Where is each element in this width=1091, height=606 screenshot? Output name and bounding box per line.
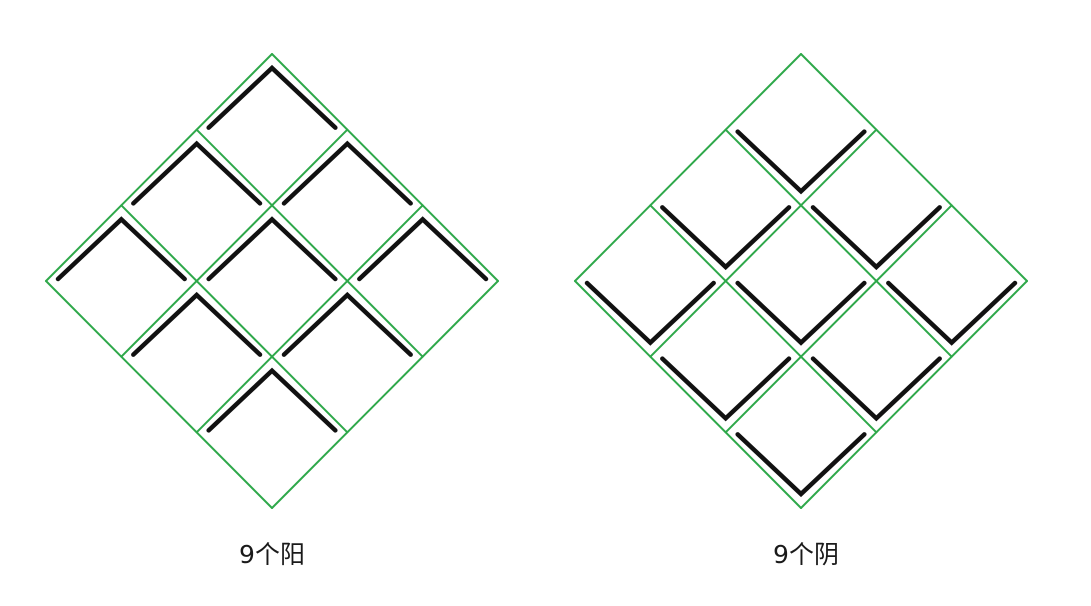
yang-mark (281, 140, 413, 206)
yin-diamond-grid (574, 53, 1028, 509)
grid-line (195, 204, 424, 434)
grid-line (120, 204, 349, 434)
yang-mark (55, 216, 187, 282)
grid-line (45, 53, 273, 282)
grid-line (271, 280, 499, 509)
yin-mark (810, 205, 942, 271)
yin-mark (735, 280, 867, 346)
yin-mark (735, 432, 867, 498)
yang-mark (131, 140, 263, 206)
grid-line (800, 280, 1028, 509)
grid-line (649, 128, 878, 358)
yang-mark (206, 367, 338, 433)
yang-caption: 9个阳 (239, 540, 305, 569)
yang-mark (131, 291, 263, 357)
grid-line (724, 128, 953, 358)
yin-mark (810, 356, 942, 422)
grid-line (649, 204, 878, 434)
grid-line (574, 280, 802, 509)
grid-line (800, 53, 1028, 282)
yang-mark (206, 216, 338, 282)
yang-mark (357, 216, 489, 282)
grid-line (724, 204, 953, 434)
grid-line (45, 280, 273, 509)
grid-line (271, 53, 499, 282)
yang-diamond-grid (45, 53, 499, 509)
yin-caption: 9个阴 (773, 540, 839, 569)
yang-mark (281, 291, 413, 357)
grid-line (195, 128, 424, 358)
yin-mark (660, 356, 792, 422)
yin-mark (660, 205, 792, 271)
yang-mark (206, 64, 338, 130)
yin-mark (886, 280, 1018, 346)
grid-line (574, 53, 802, 282)
grid-line (120, 128, 349, 358)
yin-mark (735, 129, 867, 195)
yin-mark (584, 280, 716, 346)
